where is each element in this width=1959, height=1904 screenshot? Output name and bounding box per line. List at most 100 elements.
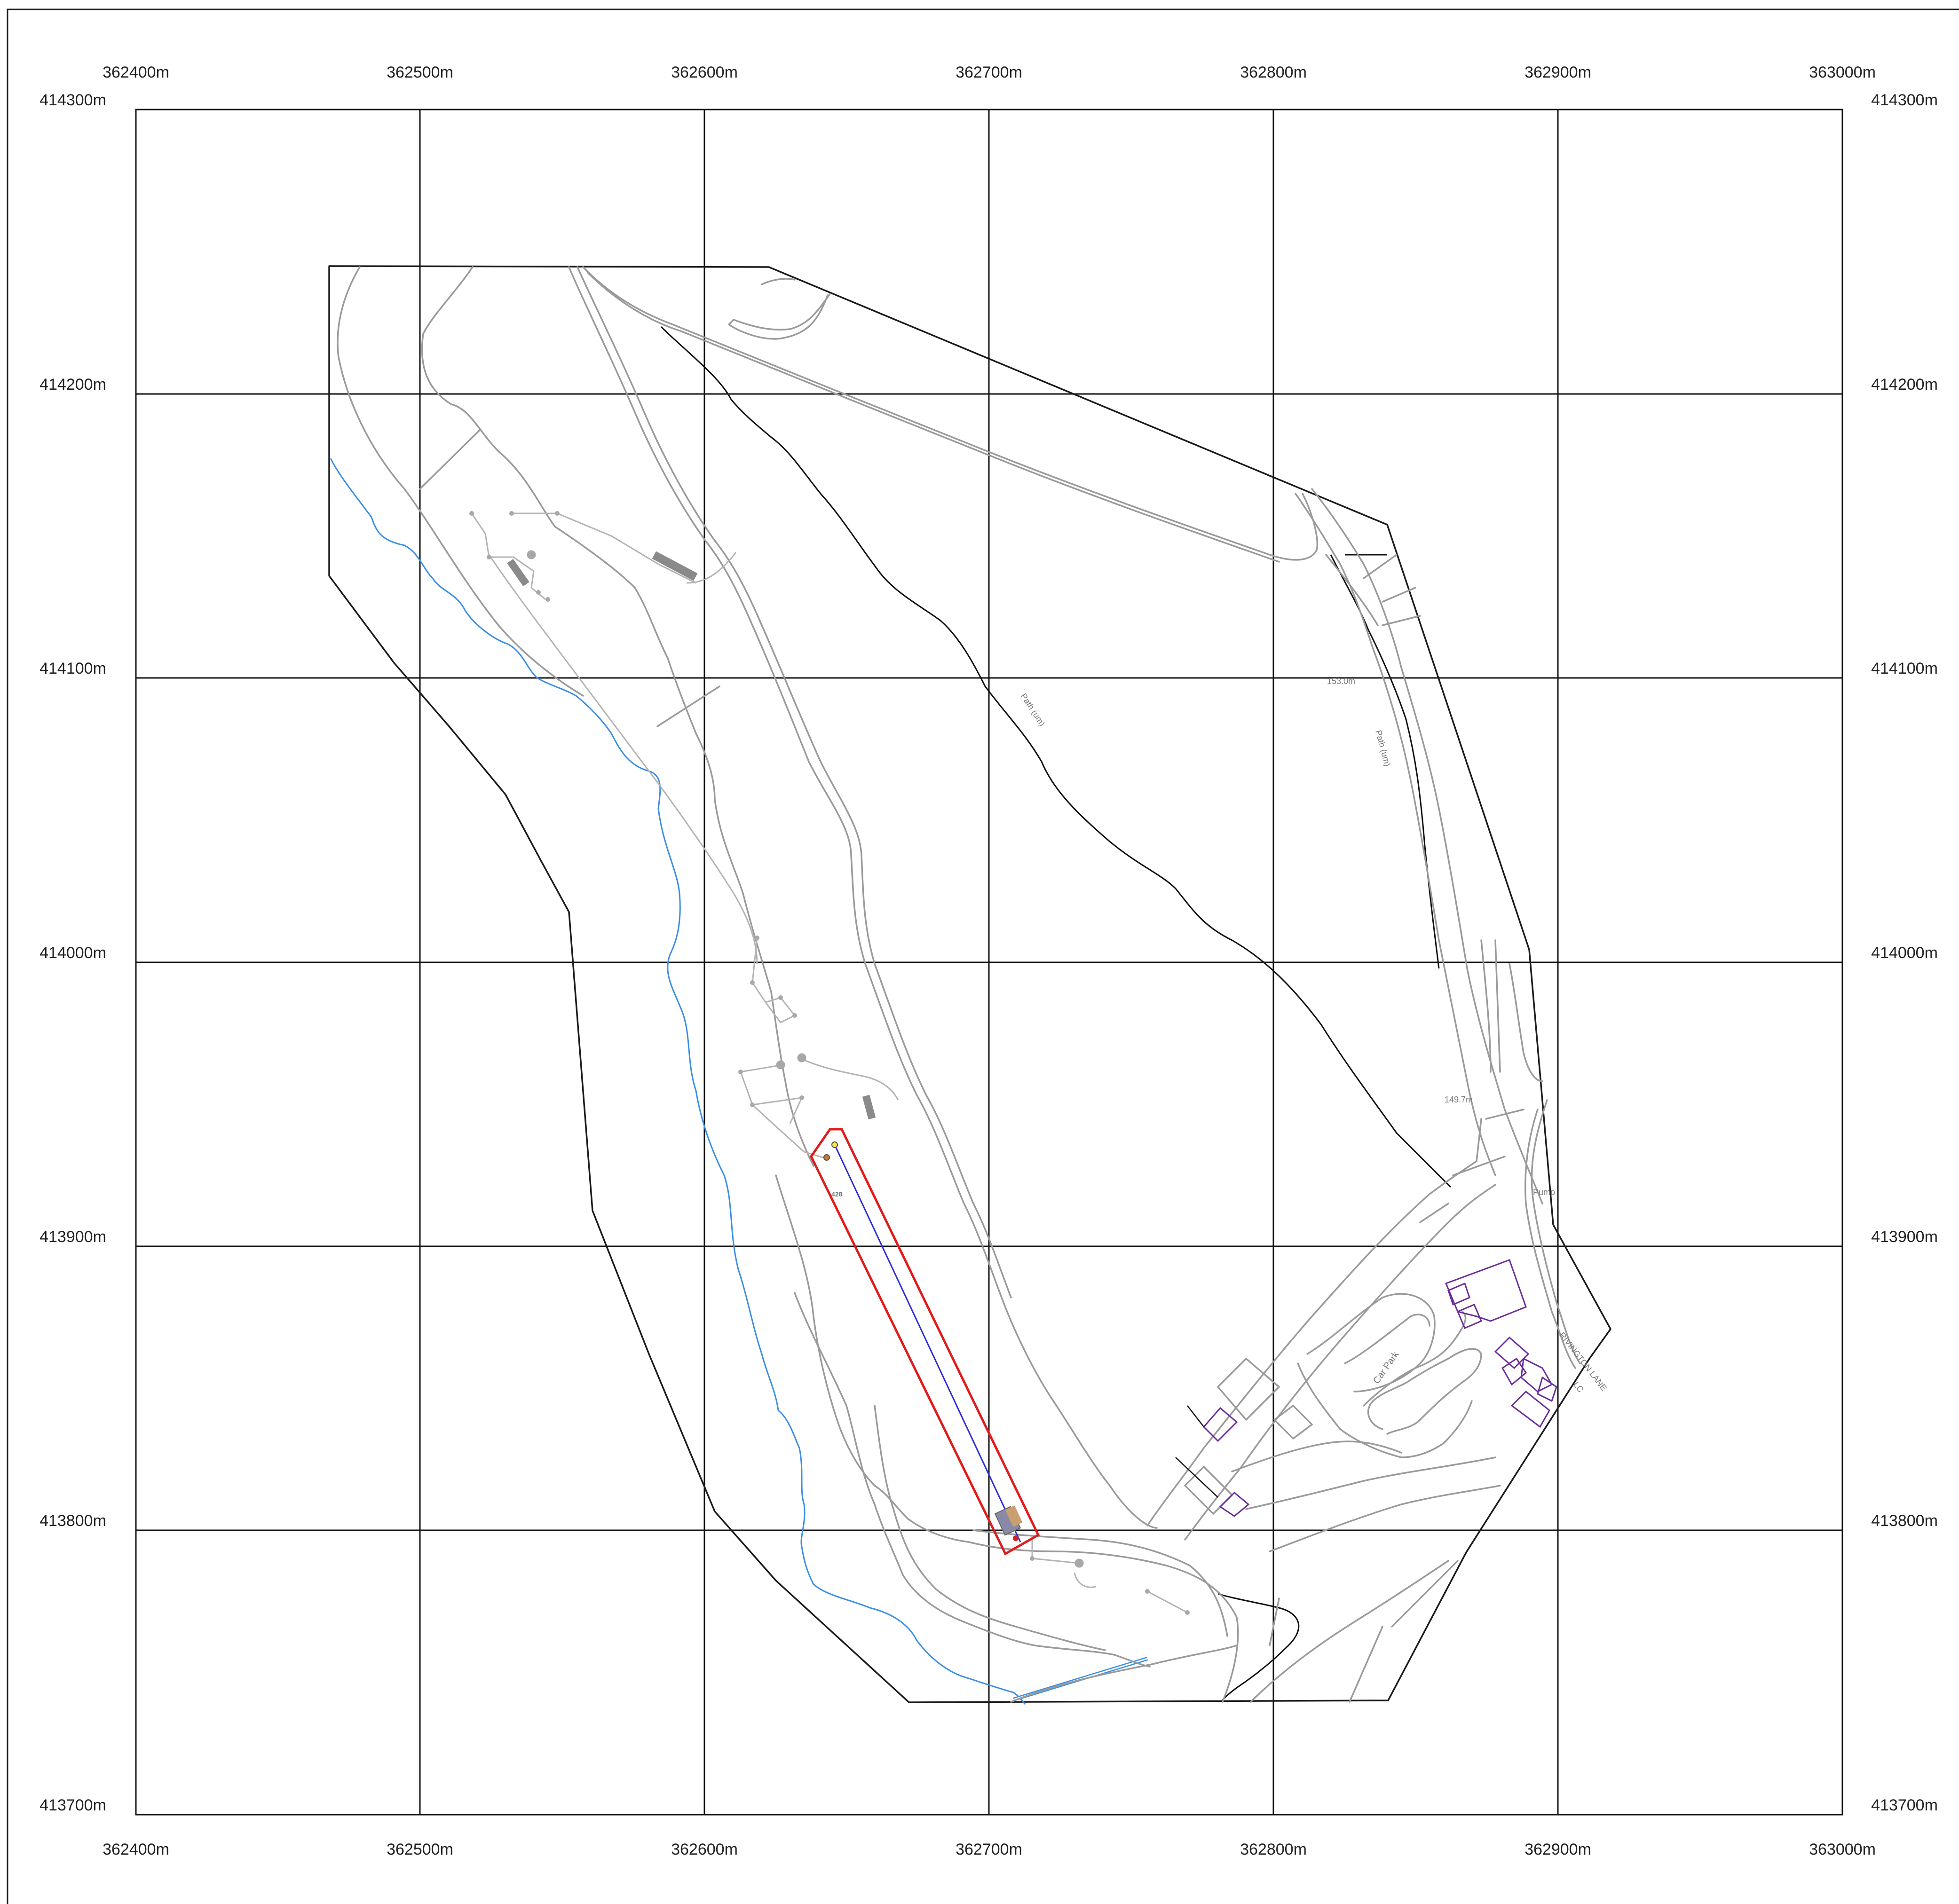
parking-road	[1363, 1311, 1467, 1407]
survey-point	[1030, 1556, 1035, 1561]
northing-label: 414100m	[1871, 660, 1938, 677]
lane-north	[582, 266, 1318, 561]
field-boundary	[337, 266, 584, 697]
parking-road	[1297, 1362, 1473, 1458]
survey-line	[471, 513, 546, 600]
survey-transect-line	[834, 1144, 1021, 1542]
survey-start-point	[831, 1141, 838, 1148]
easting-label: 363000m	[1809, 1841, 1876, 1858]
parcel-line	[1184, 1466, 1233, 1515]
road-name-label: RIVINGTON LANE	[1557, 1330, 1609, 1393]
survey-line	[1074, 1572, 1096, 1588]
lane-north-edge	[587, 272, 1280, 563]
survey-hut	[862, 1094, 876, 1120]
survey-point	[792, 1013, 797, 1018]
site-boundary-polygon	[810, 1128, 1040, 1556]
path-label: Path (um)	[1019, 692, 1047, 728]
pump-label: Pump	[1533, 1188, 1555, 1197]
site-boundary	[810, 1128, 1040, 1556]
page-border	[7, 8, 1959, 1904]
lane-east-inner	[1509, 963, 1543, 1082]
spot-height-label: 153.0m	[1327, 677, 1355, 686]
drive-small	[761, 278, 796, 285]
survey-point	[750, 980, 755, 985]
easting-label: 362600m	[671, 1841, 738, 1858]
easting-label: 362400m	[103, 63, 169, 81]
main-track	[568, 266, 1158, 1529]
building-arrow	[1175, 1457, 1218, 1498]
parcel-line	[1419, 1109, 1525, 1223]
northing-label: 414100m	[39, 660, 106, 677]
survey-point	[799, 1095, 804, 1100]
northing-label: 413900m	[39, 1228, 106, 1246]
stream	[330, 458, 1026, 1705]
access-road	[1146, 1160, 1477, 1526]
northing-label: 413900m	[1871, 1228, 1938, 1246]
parking-road	[1367, 1348, 1482, 1435]
lane-east-outer	[1525, 1109, 1576, 1369]
study-area-boundary	[328, 265, 1611, 1703]
survey-point	[536, 590, 541, 595]
northing-label: 413800m	[39, 1512, 106, 1530]
survey-point	[1185, 1610, 1190, 1615]
survey-end-point	[1013, 1535, 1019, 1541]
northing-label: 413700m	[39, 1796, 106, 1814]
building	[1447, 1282, 1470, 1306]
feature-labels: Path (um) Path (um) 153.0m 149.7m Pump C…	[831, 677, 1609, 1394]
northing-labels-right: 414300m 414200m 414100m 414000m 413900m …	[1871, 91, 1938, 1814]
parcel-line	[1250, 1560, 1459, 1703]
northing-label: 414000m	[1871, 944, 1938, 962]
survey-point	[487, 555, 491, 559]
building	[1520, 1357, 1553, 1393]
survey-line	[799, 1057, 899, 1101]
survey-hut	[652, 551, 698, 581]
field-boundary	[421, 266, 814, 1167]
survey-line	[1147, 1590, 1188, 1613]
field-line	[656, 685, 720, 727]
northing-labels-left: 414300m 414200m 414100m 414000m 413900m …	[39, 91, 106, 1814]
easting-labels-bottom: 362400m 362500m 362600m 362700m 362800m …	[103, 1841, 1876, 1858]
survey-point	[750, 1102, 755, 1107]
track-lower-edge	[972, 1529, 1228, 1637]
survey-line	[512, 512, 696, 584]
buildings	[1175, 1259, 1557, 1517]
survey-point	[545, 597, 550, 602]
parcel-line	[1217, 1358, 1280, 1421]
lane-east-inner	[1480, 939, 1501, 1073]
lane-east-edge	[1311, 488, 1543, 1204]
easting-label: 362500m	[387, 63, 453, 81]
roads-and-paths	[337, 266, 1581, 1703]
access-road-edge	[1184, 1184, 1496, 1541]
main-track-edge	[577, 266, 1012, 1298]
easting-label: 362700m	[956, 1841, 1022, 1858]
parcel-line	[1273, 1405, 1313, 1440]
survey-hut	[507, 559, 529, 587]
northing-label: 414300m	[1871, 91, 1938, 109]
northing-label: 413800m	[1871, 1512, 1938, 1530]
lower-field-line	[1010, 1644, 1238, 1703]
building	[1501, 1357, 1527, 1386]
lane-east-edge	[1325, 554, 1421, 626]
easting-label: 363000m	[1809, 63, 1876, 81]
survey-point	[555, 511, 560, 516]
easting-label: 362700m	[956, 63, 1022, 81]
survey-point	[527, 550, 536, 559]
northing-label: 413700m	[1871, 1796, 1938, 1814]
building	[1494, 1336, 1530, 1369]
lane-east	[1295, 493, 1496, 1176]
track-lower	[968, 1541, 1239, 1703]
easting-label: 362800m	[1240, 63, 1307, 81]
survey-point-label: 428	[831, 1190, 843, 1198]
field-line	[419, 429, 481, 490]
parcel-line	[1245, 1456, 1496, 1510]
easting-labels-top: 362400m 362500m 362600m 362700m 362800m …	[103, 63, 1876, 81]
field-boundary-lower	[775, 1174, 970, 1543]
survey-point	[509, 511, 514, 516]
parcel-line	[1231, 1440, 1402, 1472]
parcel-line	[1269, 1485, 1501, 1552]
northing-label: 414200m	[1871, 376, 1938, 393]
survey-point	[1145, 1589, 1150, 1594]
survey-point	[738, 1070, 743, 1074]
